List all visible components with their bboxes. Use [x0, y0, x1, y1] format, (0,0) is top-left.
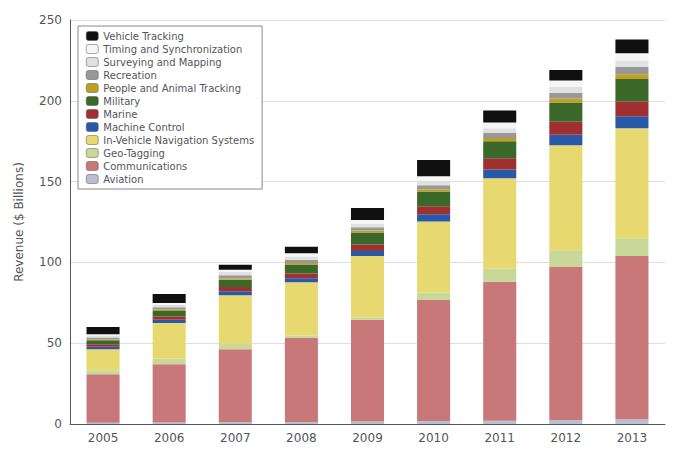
svg-text:Vehicle Tracking: Vehicle Tracking: [103, 31, 184, 42]
svg-text:Communications: Communications: [103, 161, 187, 172]
svg-text:People and Animal Tracking: People and Animal Tracking: [103, 83, 241, 94]
svg-text:Machine Control: Machine Control: [103, 122, 184, 133]
svg-text:150: 150: [39, 175, 62, 189]
svg-text:Revenue ($ Billions): Revenue ($ Billions): [12, 162, 26, 282]
svg-text:250: 250: [39, 13, 62, 27]
svg-text:2010: 2010: [418, 431, 449, 445]
svg-text:Geo-Tagging: Geo-Tagging: [103, 148, 165, 159]
svg-text:2012: 2012: [551, 431, 582, 445]
svg-text:Timing and Synchronization: Timing and Synchronization: [102, 44, 242, 55]
svg-text:2006: 2006: [154, 431, 185, 445]
svg-text:Aviation: Aviation: [103, 174, 143, 185]
svg-text:Surveying and Mapping: Surveying and Mapping: [103, 57, 221, 68]
svg-text:2011: 2011: [484, 431, 515, 445]
svg-text:Military: Military: [103, 96, 140, 107]
svg-text:2007: 2007: [220, 431, 251, 445]
svg-text:2008: 2008: [286, 431, 317, 445]
svg-text:Marine: Marine: [103, 109, 137, 120]
svg-text:In-Vehicle Navigation Systems: In-Vehicle Navigation Systems: [103, 135, 254, 146]
svg-text:2005: 2005: [88, 431, 119, 445]
svg-text:50: 50: [47, 336, 62, 350]
svg-text:200: 200: [39, 94, 62, 108]
svg-text:2009: 2009: [352, 431, 383, 445]
svg-text:0: 0: [54, 417, 62, 431]
svg-text:2013: 2013: [617, 431, 648, 445]
svg-text:Recreation: Recreation: [103, 70, 156, 81]
svg-text:100: 100: [39, 255, 62, 269]
